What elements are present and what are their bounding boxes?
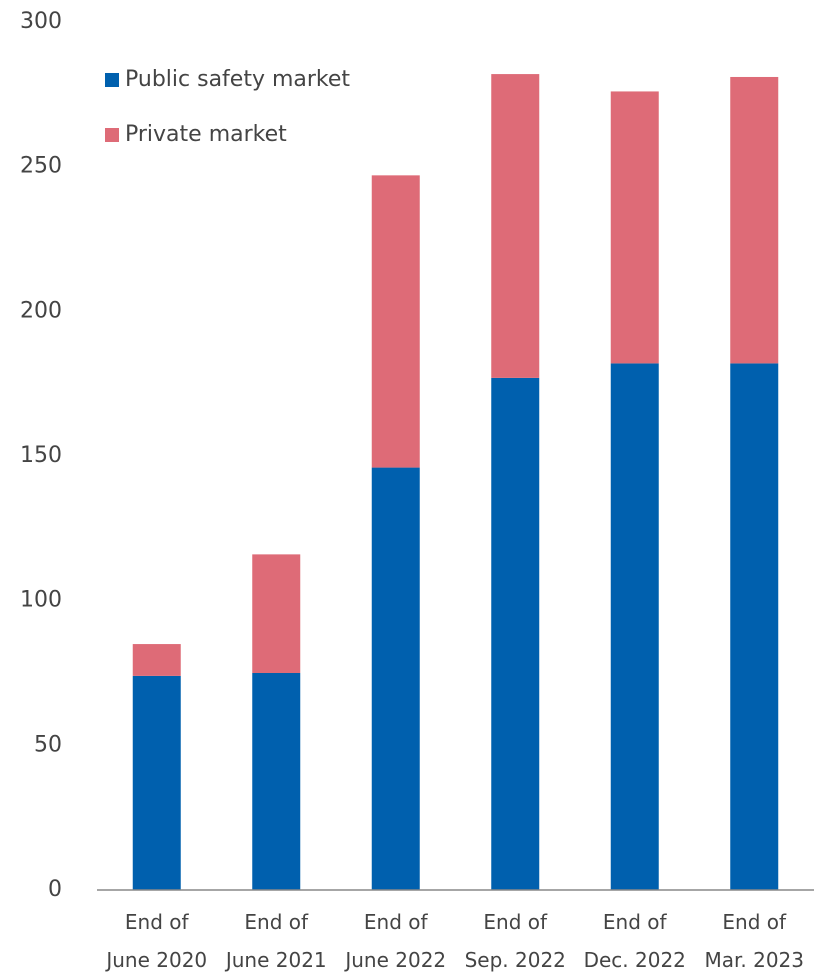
legend-label: Public safety market xyxy=(125,67,350,92)
x-tick-label: End of June 2020 xyxy=(106,910,208,972)
y-tick-label: 0 xyxy=(48,877,62,902)
bar-segment xyxy=(132,675,181,890)
bar-segment xyxy=(491,74,540,378)
bar-segment xyxy=(252,673,301,890)
bar-segment xyxy=(371,467,420,890)
legend-swatch xyxy=(105,128,119,142)
bar-segment xyxy=(132,644,181,676)
legend-label: Private market xyxy=(125,122,287,147)
y-tick-label: 250 xyxy=(20,154,62,179)
bar-segment xyxy=(491,377,540,890)
y-tick-label: 50 xyxy=(34,732,62,757)
bar-segment xyxy=(252,554,301,673)
y-tick-label: 200 xyxy=(20,298,62,323)
x-tick-label: End of Mar. 2023 xyxy=(704,910,804,972)
bar-segment xyxy=(371,175,420,468)
y-tick-label: 100 xyxy=(20,588,62,613)
bar-segment xyxy=(610,363,659,890)
y-tick-label: 300 xyxy=(20,9,62,34)
bar-segment xyxy=(730,76,779,364)
legend-swatch xyxy=(105,73,119,87)
bar-segment xyxy=(610,91,659,364)
x-tick-label: End of June 2021 xyxy=(225,910,327,972)
y-tick-label: 150 xyxy=(20,443,62,468)
x-tick-label: End of Sep. 2022 xyxy=(464,910,566,972)
x-tick-label: End of June 2022 xyxy=(345,910,447,972)
x-tick-label: End of Dec. 2022 xyxy=(583,910,686,972)
bar-segment xyxy=(730,363,779,890)
